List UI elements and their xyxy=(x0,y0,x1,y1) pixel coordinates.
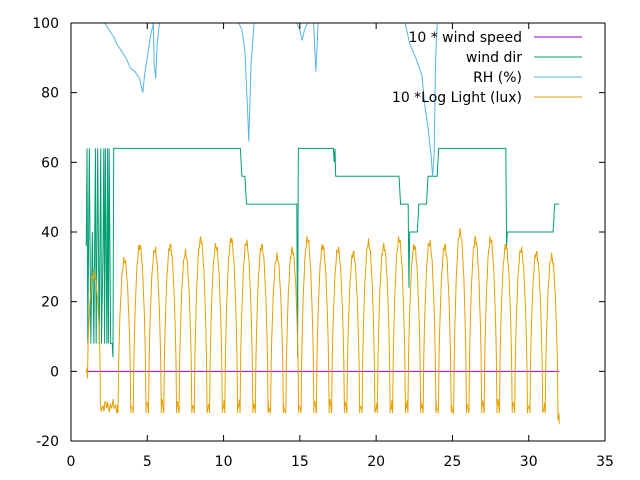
y-tick-label-5: 80 xyxy=(41,86,59,102)
x-tick-label-2: 10 xyxy=(215,454,233,470)
series-layer xyxy=(85,23,560,424)
series-line-3 xyxy=(85,227,560,424)
y-tick-label-4: 60 xyxy=(41,155,59,171)
y-tick-label-6: 100 xyxy=(32,16,59,32)
legend-label-3: 10 *Log Light (lux) xyxy=(392,90,522,106)
series-line-2 xyxy=(104,23,438,177)
legend-label-0: 10 * wind speed xyxy=(408,30,522,46)
ticks-layer: 0 5 10 15 20 25 30 35 -20 0 20 40 60 80 100 xyxy=(32,16,614,470)
y-tick-label-3: 40 xyxy=(41,225,59,241)
series-line-1 xyxy=(85,147,560,358)
legend-label-2: RH (%) xyxy=(473,70,522,86)
y-tick-label-1: 0 xyxy=(50,364,59,380)
x-tick-label-7: 35 xyxy=(596,454,614,470)
x-tick-label-1: 5 xyxy=(143,454,152,470)
x-tick-label-4: 20 xyxy=(367,454,385,470)
y-tick-label-0: -20 xyxy=(36,434,59,450)
y-tick-label-2: 20 xyxy=(41,295,59,311)
legend-label-1: wind dir xyxy=(466,50,522,66)
x-tick-label-5: 25 xyxy=(444,454,462,470)
x-tick-label-3: 15 xyxy=(291,454,309,470)
x-tick-label-6: 30 xyxy=(520,454,538,470)
x-tick-label-0: 0 xyxy=(67,454,76,470)
legend: 10 * wind speed wind dir RH (%) 10 *Log Lig… xyxy=(392,30,582,106)
